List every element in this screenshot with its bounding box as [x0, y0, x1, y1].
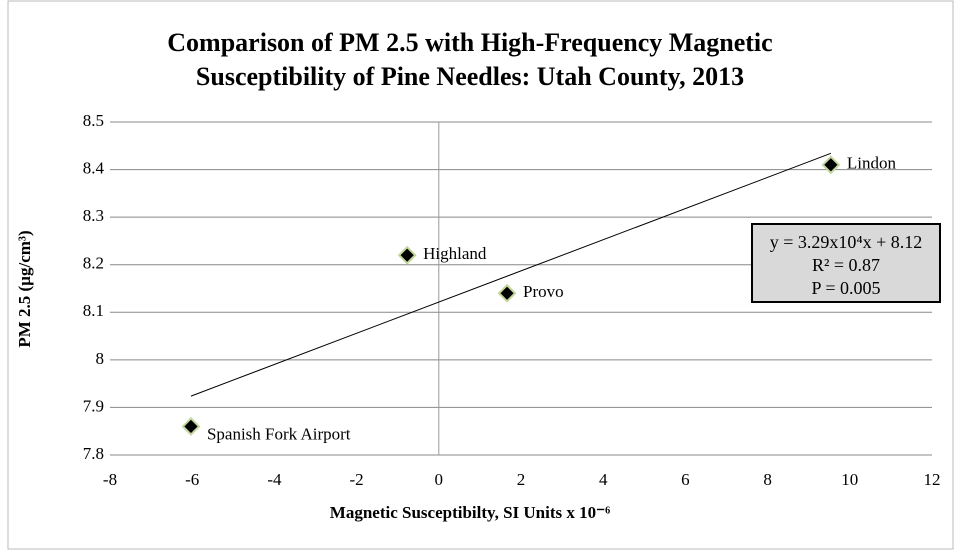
data-point [181, 417, 201, 436]
y-tick-label: 8.5 [83, 111, 104, 130]
x-tick-label: 2 [517, 470, 526, 489]
point-label: Provo [523, 282, 564, 301]
x-tick-label: 0 [435, 470, 444, 489]
y-tick-label: 7.8 [83, 444, 104, 463]
y-tick-label: 8.2 [83, 254, 104, 273]
x-axis-label: Magnetic Susceptibilty, SI Units x 10⁻⁶ [330, 503, 610, 522]
y-tick-label: 7.9 [83, 396, 104, 415]
annotation-box [751, 223, 941, 303]
y-tick-label: 8.4 [83, 158, 105, 177]
x-tick-label: 10 [841, 470, 858, 489]
data-point [397, 245, 417, 265]
chart-border [7, 0, 954, 550]
data-point [497, 283, 517, 303]
y-tick-label: 8 [96, 349, 105, 368]
y-tick-label: 8.1 [83, 301, 104, 320]
x-tick-label: 8 [763, 470, 772, 489]
chart-title: Comparison of PM 2.5 with High-Frequency… [167, 28, 773, 91]
x-tick-label: -8 [103, 470, 117, 489]
x-tick-label: 12 [924, 470, 941, 489]
point-label: Lindon [847, 154, 897, 173]
x-tick-label: 6 [681, 470, 690, 489]
point-label: Spanish Fork Airport [207, 424, 351, 443]
point-label: Highland [423, 244, 487, 263]
annotation-text: P = 0.005 [812, 278, 881, 298]
annotation-text: R² = 0.87 [812, 255, 880, 275]
x-tick-label: -6 [185, 470, 199, 489]
x-tick-label: -2 [350, 470, 364, 489]
y-tick-label: 8.3 [83, 206, 104, 225]
annotation-text: y = 3.29x10⁴x + 8.12 [770, 232, 923, 252]
data-point [821, 155, 841, 175]
y-axis-label: PM 2.5 (µg/cm³) [15, 230, 34, 347]
x-tick-label: -4 [267, 470, 282, 489]
trendline [190, 152, 832, 397]
x-tick-label: 4 [599, 470, 608, 489]
